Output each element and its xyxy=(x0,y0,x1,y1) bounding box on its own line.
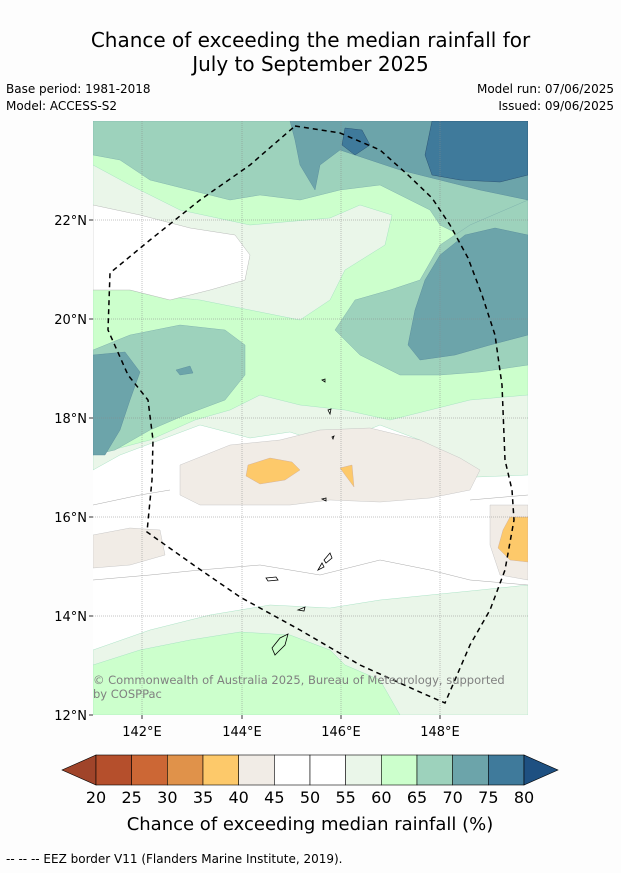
region-75-80-dot xyxy=(175,365,194,376)
map-panel: © Commonwealth of Australia 2025, Bureau… xyxy=(93,121,528,715)
meta-left: Base period: 1981-2018 Model: ACCESS-S2 xyxy=(6,81,151,115)
colorbar-tick-label: 60 xyxy=(371,788,391,807)
island-small-1 xyxy=(265,576,279,582)
region-45-50-central xyxy=(179,427,481,506)
base-period: Base period: 1981-2018 xyxy=(6,82,151,96)
region-75-80-west xyxy=(93,351,141,456)
colorbar-extend-low xyxy=(61,754,97,786)
map-gridlines xyxy=(93,121,528,715)
contour-line-2 xyxy=(93,559,528,586)
eez-footer-note: -- -- -- EEZ border V11 (Flanders Marine… xyxy=(6,852,343,866)
region-45-50-west xyxy=(93,527,166,569)
title-line-2: July to September 2025 xyxy=(192,52,429,76)
colorbar-tick-label: 80 xyxy=(514,788,534,807)
colorbar-tick-label: 35 xyxy=(193,788,213,807)
colorbar-cell xyxy=(131,754,168,786)
colorbar-extend-high xyxy=(523,754,559,786)
colorbar-cell xyxy=(167,754,204,786)
colorbar-label: Chance of exceeding median rainfall (%) xyxy=(127,814,494,835)
region-80-plus-small xyxy=(341,127,371,156)
region-65-70-south xyxy=(93,631,401,715)
copyright-line-2: by COSPPac xyxy=(93,687,162,701)
colorbar-tick-label: 55 xyxy=(335,788,355,807)
colorbar-cell xyxy=(381,754,418,786)
region-55-60-cell xyxy=(93,204,251,301)
islands xyxy=(265,378,335,656)
colorbar-tick-label: 75 xyxy=(478,788,498,807)
title-line-1: Chance of exceeding the median rainfall … xyxy=(90,28,531,52)
colorbar-tick-label: 45 xyxy=(264,788,284,807)
contour-line-1 xyxy=(93,489,528,506)
lat-label-14: 14°N xyxy=(54,610,87,625)
colorbar-cell xyxy=(95,754,132,786)
model-run: Model run: 07/06/2025 xyxy=(476,82,614,96)
lat-label-20: 20°N xyxy=(54,313,87,328)
lon-label-148: 148°E xyxy=(420,725,460,740)
colorbar-cell xyxy=(488,754,525,786)
island-small-2 xyxy=(320,497,327,502)
island-guam xyxy=(271,633,289,656)
island-tinian xyxy=(316,562,325,571)
axis-ticks xyxy=(89,219,441,719)
eez-border xyxy=(107,125,515,704)
island-saipan xyxy=(323,552,333,564)
island-small-4 xyxy=(321,378,326,383)
colorbar-cell xyxy=(238,754,275,786)
colorbar-cell xyxy=(345,754,382,786)
colorbar-tick-labels: 20 25 30 35 40 45 50 55 60 65 70 75 80 xyxy=(86,788,534,807)
lon-label-142: 142°E xyxy=(122,725,162,740)
region-40-45-central xyxy=(245,457,301,485)
lat-label-22: 22°N xyxy=(54,214,87,229)
colorbar-tick-label: 70 xyxy=(442,788,462,807)
colorbar-tick-label: 65 xyxy=(407,788,427,807)
chart-title: Chance of exceeding the median rainfall … xyxy=(0,28,621,76)
model-name: Model: ACCESS-S2 xyxy=(6,99,118,113)
colorbar: 20 25 30 35 40 45 50 55 60 65 70 75 80 xyxy=(61,754,559,807)
region-70-75-west xyxy=(93,324,246,456)
colorbar-cell xyxy=(309,754,346,786)
region-80-plus-top xyxy=(424,121,528,183)
colorbar-cell xyxy=(202,754,239,786)
island-small-3 xyxy=(327,408,332,416)
colorbar-tick-label: 25 xyxy=(121,788,141,807)
island-rota xyxy=(296,606,306,612)
issued-date: Issued: 09/06/2025 xyxy=(498,99,614,113)
lon-label-144: 144°E xyxy=(222,725,262,740)
island-small-5 xyxy=(331,435,335,441)
colorbar-cell xyxy=(416,754,453,786)
meta-right: Model run: 07/06/2025 Issued: 09/06/2025 xyxy=(477,81,614,115)
lon-label-146: 146°E xyxy=(321,725,361,740)
copyright-line-1: © Commonwealth of Australia 2025, Bureau… xyxy=(93,673,505,687)
colorbar-cell xyxy=(274,754,311,786)
lat-label-16: 16°N xyxy=(54,511,87,526)
lat-label-18: 18°N xyxy=(54,412,87,427)
region-40-45-east xyxy=(497,516,528,563)
colorbar-cells xyxy=(61,754,559,786)
colorbar-cell xyxy=(452,754,489,786)
colorbar-tick-label: 30 xyxy=(157,788,177,807)
colorbar-tick-label: 50 xyxy=(300,788,320,807)
region-40-45-small xyxy=(339,464,355,488)
colorbar-tick-label: 40 xyxy=(228,788,248,807)
colorbar-tick-label: 20 xyxy=(86,788,106,807)
lat-label-12: 12°N xyxy=(54,709,87,724)
